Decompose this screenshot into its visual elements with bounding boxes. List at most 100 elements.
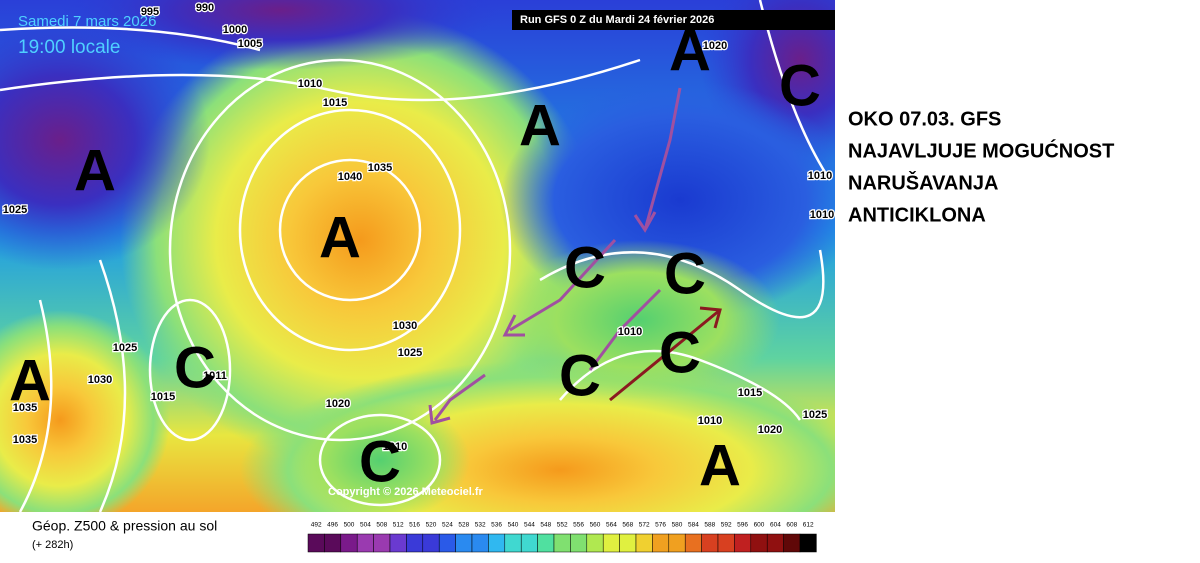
isobar-label: 1015 xyxy=(151,391,175,403)
legend-value: 600 xyxy=(754,522,765,529)
legend-swatch xyxy=(455,533,473,553)
legend-swatch xyxy=(471,533,489,553)
annotation-line: NAJAVLJUJE MOGUĆNOST xyxy=(848,138,1114,162)
legend-value: 540 xyxy=(508,522,519,529)
legend-value: 560 xyxy=(590,522,601,529)
isobar-label: 1030 xyxy=(393,320,417,332)
isobar-label: 1025 xyxy=(398,347,422,359)
legend-swatch xyxy=(324,533,342,553)
annotation-line: NARUŠAVANJA xyxy=(848,170,998,194)
isobar-label: 1020 xyxy=(758,424,782,436)
legend-value: 536 xyxy=(491,522,502,529)
annotation-line: OKO 07.03. GFS xyxy=(848,108,1001,130)
legend-swatch xyxy=(537,533,555,553)
pressure-center: C xyxy=(659,320,701,385)
pressure-center: C xyxy=(564,235,606,300)
pressure-center: A xyxy=(519,93,561,158)
footer-title: Géop. Z500 & pression au sol xyxy=(32,518,217,534)
legend-swatch xyxy=(717,533,735,553)
legend-swatch xyxy=(570,533,588,553)
legend-swatch xyxy=(734,533,752,553)
copyright: Copyright © 2026 Meteociel.fr xyxy=(328,486,484,498)
legend-swatch xyxy=(422,533,440,553)
pressure-center: A xyxy=(319,205,361,270)
isobar-label: 1030 xyxy=(88,374,112,386)
legend-swatch xyxy=(701,533,719,553)
legend-value: 604 xyxy=(770,522,781,529)
isobar-label: 1040 xyxy=(338,171,362,183)
isobar-label: 1015 xyxy=(323,97,347,109)
legend-swatch xyxy=(389,533,407,553)
isobar-label: 1025 xyxy=(3,204,27,216)
legend-swatch xyxy=(406,533,424,553)
isobar-label: 1010 xyxy=(383,441,407,453)
legend-value: 564 xyxy=(606,522,617,529)
legend-value: 504 xyxy=(360,522,371,529)
isobar-label: 1020 xyxy=(326,398,350,410)
legend-value: 548 xyxy=(540,522,551,529)
isobar-label: 1020 xyxy=(703,40,727,52)
legend-swatch xyxy=(520,533,538,553)
isobar-label: 1010 xyxy=(698,415,722,427)
annotation: OKO 07.03. GFS NAJAVLJUJE MOGUĆNOST NARUŠA… xyxy=(848,108,1114,226)
legend-value: 608 xyxy=(786,522,797,529)
run-label: Run GFS 0 Z du Mardi 24 février 2026 xyxy=(520,14,714,26)
legend-value: 580 xyxy=(672,522,683,529)
pressure-center: C xyxy=(559,343,601,408)
legend-value: 492 xyxy=(311,522,322,529)
legend-value: 508 xyxy=(376,522,387,529)
isobar-label: 1011 xyxy=(203,370,227,382)
pressure-center: A xyxy=(9,348,51,413)
pressure-center: A xyxy=(669,18,711,83)
isobar-label: 1035 xyxy=(368,162,392,174)
pressure-center: C xyxy=(779,53,821,118)
legend-value: 612 xyxy=(803,522,814,529)
legend-swatch xyxy=(586,533,604,553)
legend-swatch xyxy=(504,533,522,553)
isobar-label: 1000 xyxy=(223,24,247,36)
legend-value: 500 xyxy=(344,522,355,529)
legend-value: 516 xyxy=(409,522,420,529)
legend-value: 588 xyxy=(704,522,715,529)
legend-value: 512 xyxy=(393,522,404,529)
isobar-label: 1010 xyxy=(618,326,642,338)
legend-value: 544 xyxy=(524,522,535,529)
isobar-label: 1015 xyxy=(738,387,762,399)
legend-value: 556 xyxy=(573,522,584,529)
legend-value: 496 xyxy=(327,522,338,529)
legend-swatch xyxy=(619,533,637,553)
isobar-label: 995 xyxy=(141,6,159,18)
isobar-label: 1035 xyxy=(13,434,37,446)
date-label: Samedi 7 mars 2026 xyxy=(18,13,156,30)
pressure-center: C xyxy=(359,429,401,494)
legend-value: 552 xyxy=(557,522,568,529)
legend-value: 584 xyxy=(688,522,699,529)
isobar-label: 1010 xyxy=(298,78,322,90)
legend-swatch xyxy=(602,533,620,553)
isobar-label: 1035 xyxy=(13,402,37,414)
legend-value: 520 xyxy=(426,522,437,529)
pressure-center: A xyxy=(74,138,116,203)
legend-swatch xyxy=(799,533,817,553)
legend-swatch xyxy=(488,533,506,553)
annotation-line: ANTICIKLONA xyxy=(848,204,986,226)
legend-swatch xyxy=(783,533,801,553)
legend-swatch xyxy=(553,533,571,553)
pressure-center: C xyxy=(664,241,706,306)
legend-swatch xyxy=(307,533,325,553)
legend-swatch xyxy=(668,533,686,553)
legend-value: 576 xyxy=(655,522,666,529)
legend-swatch xyxy=(635,533,653,553)
isobar-label: 990 xyxy=(196,2,214,14)
legend-value: 528 xyxy=(458,522,469,529)
legend-swatch xyxy=(684,533,702,553)
legend-swatch xyxy=(750,533,768,553)
legend-value: 524 xyxy=(442,522,453,529)
legend-swatch xyxy=(340,533,358,553)
legend-swatch xyxy=(766,533,784,553)
legend-swatch xyxy=(356,533,374,553)
color-scale: 492 496 500 504 508 512 516 520 524 528 532 536 540 5… xyxy=(307,522,817,553)
map: 995 9901000100510101015103510401025101010… xyxy=(0,0,835,512)
lead-time: (+ 282h) xyxy=(32,539,73,551)
time-label: 19:00 locale xyxy=(18,37,120,58)
